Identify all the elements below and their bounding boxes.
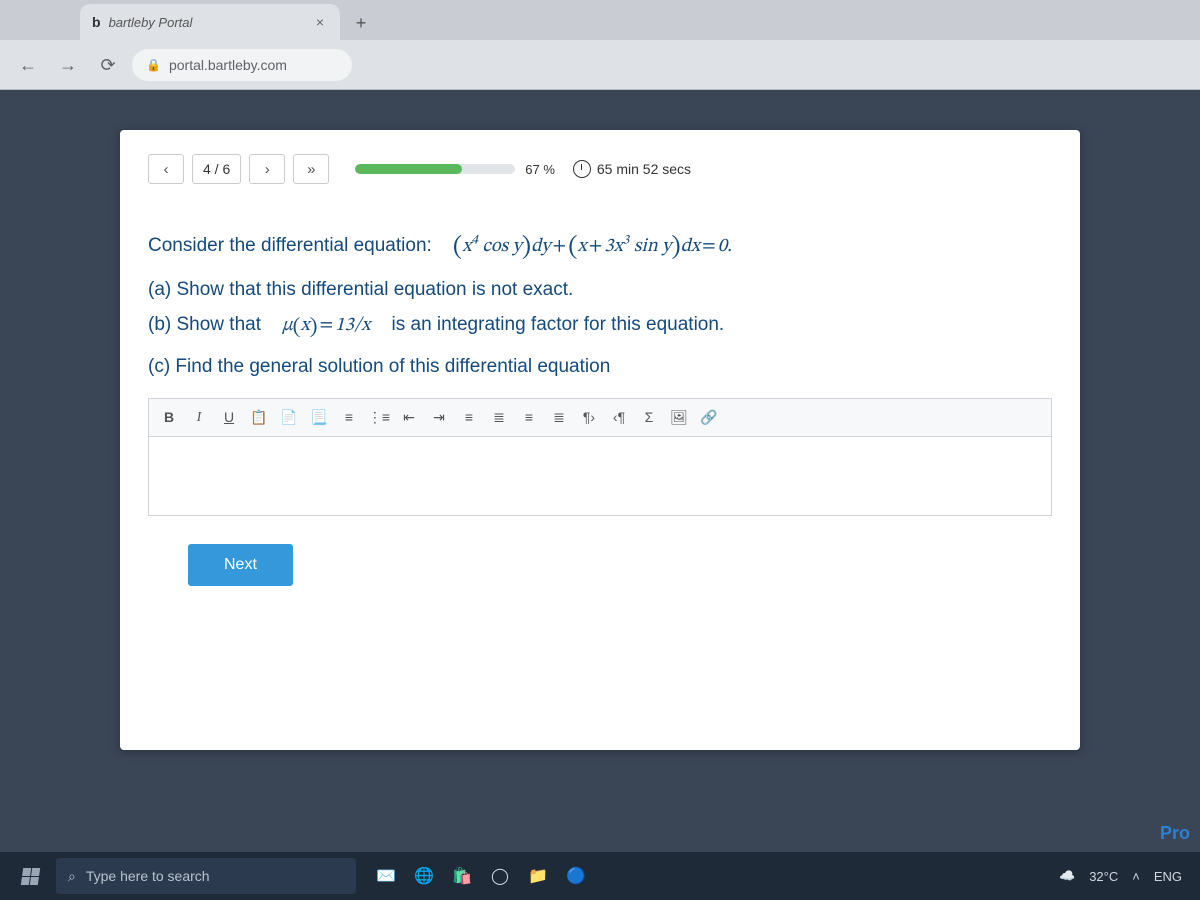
weather-icon[interactable]: ☁️ xyxy=(1059,868,1075,884)
close-tab-icon[interactable]: × xyxy=(312,14,328,30)
reload-button[interactable]: ⟳ xyxy=(92,49,124,81)
back-button[interactable]: ← xyxy=(12,49,44,81)
cortana-icon[interactable]: ◯ xyxy=(486,862,514,890)
image-icon[interactable]: 🖼 xyxy=(665,404,693,432)
page-indicator: 4 / 6 xyxy=(192,154,241,184)
taskbar: ⌕ Type here to search ✉️ 🌐 🛍️ ◯ 📁 🔵 ☁️ 3… xyxy=(0,852,1200,900)
browser-tab[interactable]: b bartleby Portal × xyxy=(80,4,340,40)
question-intro-line: Consider the differential equation: (x4 … xyxy=(148,224,1052,272)
unordered-list-icon[interactable]: ⋮≡ xyxy=(365,404,393,432)
part-b-suffix: is an integrating factor for this equati… xyxy=(392,314,725,335)
tab-bar: b bartleby Portal × + xyxy=(0,0,1200,40)
browser-chrome: b bartleby Portal × + ← → ⟳ 🔒 portal.bar… xyxy=(0,0,1200,90)
windows-icon xyxy=(20,868,39,885)
italic-button[interactable]: I xyxy=(185,404,213,432)
prev-question-button[interactable]: ‹ xyxy=(148,154,184,184)
equation-mu: μ(x)=13/x xyxy=(282,316,370,335)
align-left-icon[interactable]: ≡ xyxy=(455,404,483,432)
next-question-button[interactable]: › xyxy=(249,154,285,184)
quiz-card: ‹ 4 / 6 › » 67 % 65 min 52 secs Consider… xyxy=(120,130,1080,750)
question-body: Consider the differential equation: (x4 … xyxy=(148,224,1052,586)
url-text: portal.bartleby.com xyxy=(169,57,287,73)
temperature: 32°C xyxy=(1089,869,1118,884)
bold-button[interactable]: B xyxy=(155,404,183,432)
rtl-icon[interactable]: ‹¶ xyxy=(605,404,633,432)
align-right-icon[interactable]: ≡ xyxy=(515,404,543,432)
progress-track xyxy=(355,164,515,174)
mail-icon[interactable]: ✉️ xyxy=(372,862,400,890)
link-icon[interactable]: 🔗 xyxy=(695,404,723,432)
start-button[interactable] xyxy=(8,856,52,896)
outdent-icon[interactable]: ⇤ xyxy=(395,404,423,432)
indent-icon[interactable]: ⇥ xyxy=(425,404,453,432)
part-b-prefix: (b) Show that xyxy=(148,314,261,335)
quiz-header: ‹ 4 / 6 › » 67 % 65 min 52 secs xyxy=(148,154,1052,184)
new-tab-button[interactable]: + xyxy=(346,8,376,38)
address-bar[interactable]: 🔒 portal.bartleby.com xyxy=(132,49,352,81)
ordered-list-icon[interactable]: ≡ xyxy=(335,404,363,432)
nav-bar: ← → ⟳ 🔒 portal.bartleby.com xyxy=(0,40,1200,90)
progress-fill xyxy=(355,164,462,174)
taskbar-search[interactable]: ⌕ Type here to search xyxy=(56,858,356,894)
equation-icon[interactable]: Σ xyxy=(635,404,663,432)
ltr-icon[interactable]: ¶› xyxy=(575,404,603,432)
favicon-icon: b xyxy=(92,14,101,30)
system-tray: ☁️ 32°C ˄ ENG xyxy=(1059,868,1192,884)
align-center-icon[interactable]: ≣ xyxy=(485,404,513,432)
chrome-icon[interactable]: 🔵 xyxy=(562,862,590,890)
language-indicator[interactable]: ENG xyxy=(1154,869,1182,884)
tab-title: bartleby Portal xyxy=(109,15,304,30)
equation-main: (x4 cos y)dy+(x+3x3 sin y)dx=0. xyxy=(453,237,732,256)
answer-editor[interactable] xyxy=(148,436,1052,516)
page-content: ‹ 4 / 6 › » 67 % 65 min 52 secs Consider… xyxy=(0,90,1200,852)
lock-icon: 🔒 xyxy=(146,58,161,72)
question-part-a: (a) Show that this differential equation… xyxy=(148,272,1052,307)
pinned-apps: ✉️ 🌐 🛍️ ◯ 📁 🔵 xyxy=(372,862,590,890)
question-part-c: (c) Find the general solution of this di… xyxy=(148,349,1052,384)
paste-text-icon[interactable]: 📄 xyxy=(275,404,303,432)
edge-icon[interactable]: 🌐 xyxy=(410,862,438,890)
clock-icon xyxy=(573,160,591,178)
forward-button[interactable]: → xyxy=(52,49,84,81)
store-icon[interactable]: 🛍️ xyxy=(448,862,476,890)
explorer-icon[interactable]: 📁 xyxy=(524,862,552,890)
pro-badge: Pro xyxy=(1160,823,1190,844)
timer-label: 65 min 52 secs xyxy=(597,161,691,177)
search-placeholder: Type here to search xyxy=(86,868,210,884)
next-button[interactable]: Next xyxy=(188,544,293,586)
chevron-up-icon[interactable]: ˄ xyxy=(1132,869,1140,884)
progress-percent: 67 % xyxy=(525,162,555,177)
last-question-button[interactable]: » xyxy=(293,154,329,184)
justify-icon[interactable]: ≣ xyxy=(545,404,573,432)
timer: 65 min 52 secs xyxy=(573,160,691,178)
editor-toolbar: B I U 📋 📄 📃 ≡ ⋮≡ ⇤ ⇥ ≡ ≣ ≡ ≣ ¶› ‹¶ Σ 🖼 🔗 xyxy=(148,398,1052,436)
search-icon: ⌕ xyxy=(68,868,76,885)
question-part-b: (b) Show that μ(x)=13/x is an integratin… xyxy=(148,307,1052,349)
underline-button[interactable]: U xyxy=(215,404,243,432)
paste-icon[interactable]: 📋 xyxy=(245,404,273,432)
progress-bar: 67 % xyxy=(355,162,555,177)
intro-text: Consider the differential equation: xyxy=(148,235,432,256)
paste-word-icon[interactable]: 📃 xyxy=(305,404,333,432)
